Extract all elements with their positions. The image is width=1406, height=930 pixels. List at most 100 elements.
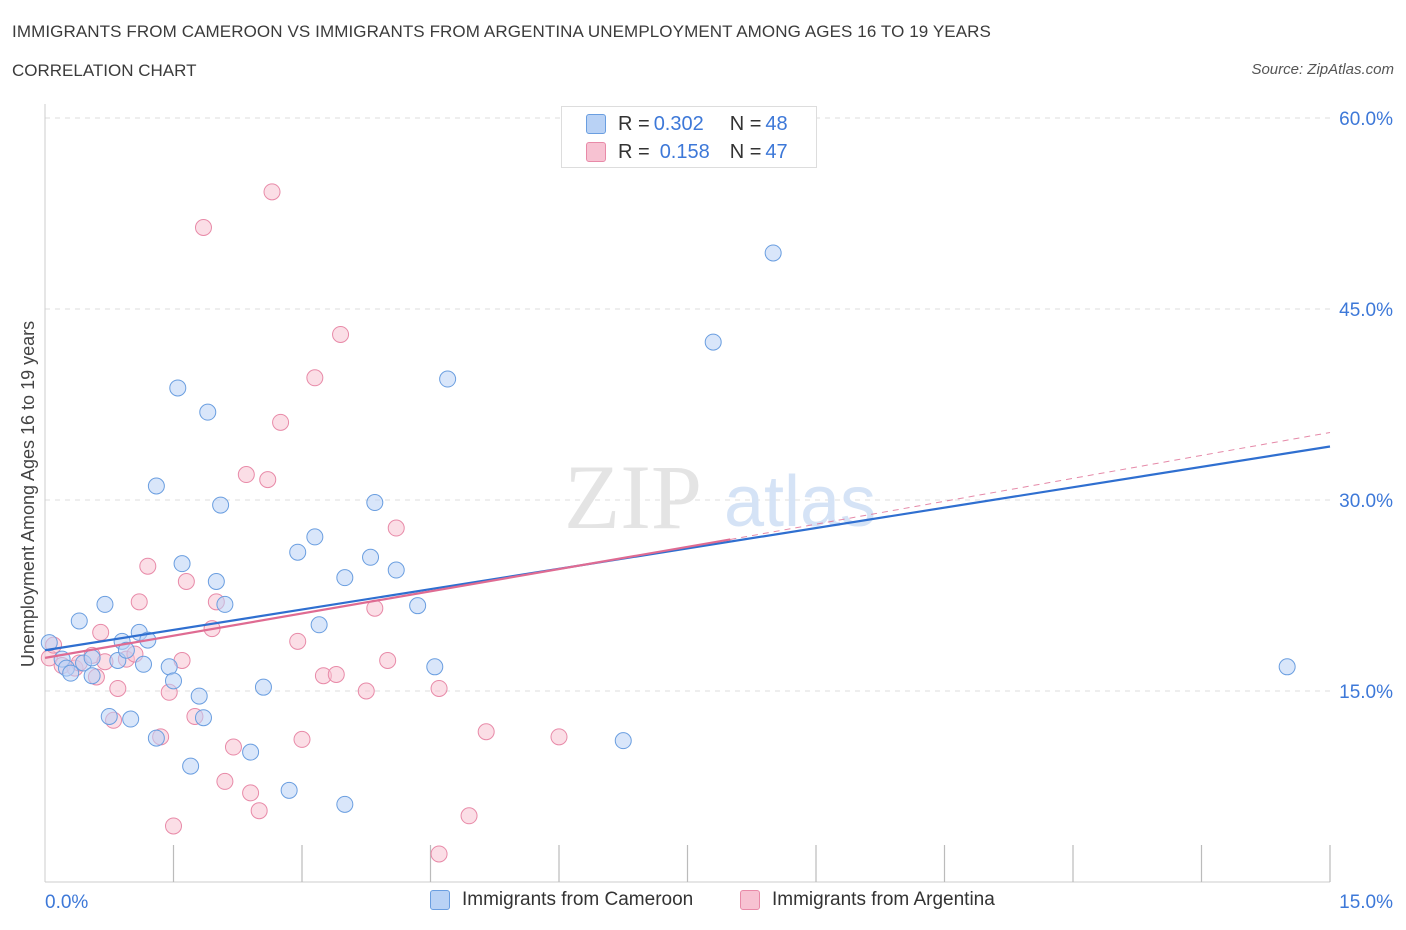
bottom-legend-label-argentina: Immigrants from Argentina bbox=[772, 889, 995, 910]
cameroon-point bbox=[336, 569, 354, 587]
cameroon-point bbox=[62, 664, 80, 682]
watermark-zip: ZIP bbox=[564, 446, 702, 548]
cameroon-point bbox=[362, 548, 380, 566]
bottom-legend-swatch-argentina bbox=[740, 890, 760, 910]
argentina-point bbox=[216, 772, 234, 790]
cameroon-point bbox=[254, 678, 272, 696]
argentina-point bbox=[327, 665, 345, 683]
watermark: ZIP atlas bbox=[564, 446, 876, 548]
argentina-point bbox=[139, 557, 157, 575]
cameroon-point bbox=[439, 370, 457, 388]
argentina-point bbox=[430, 845, 448, 863]
cameroon-point bbox=[83, 649, 101, 667]
cameroon-point bbox=[194, 709, 212, 727]
argentina-point bbox=[109, 679, 127, 697]
cameroon-point bbox=[169, 379, 187, 397]
cameroon-point bbox=[190, 687, 208, 705]
argentina-point bbox=[130, 593, 148, 611]
legend-r-value-argentina: 0.158 bbox=[659, 140, 710, 163]
argentina-trend-line bbox=[44, 538, 731, 659]
cameroon-point bbox=[336, 795, 354, 813]
argentina-point bbox=[460, 807, 478, 825]
cameroon-point bbox=[212, 496, 230, 514]
cameroon-point bbox=[1278, 658, 1296, 676]
cameroon-point bbox=[614, 732, 632, 750]
y-axis-title: Unemployment Among Ages 16 to 19 years bbox=[18, 321, 38, 667]
axis-labels: 15.0% 30.0% 45.0% 60.0% 0.0% 15.0% bbox=[45, 109, 1393, 913]
bottom-legend-argentina: Immigrants from Argentina bbox=[740, 889, 995, 911]
cameroon-point bbox=[165, 672, 182, 690]
x-tick-label: 15.0% bbox=[1339, 892, 1393, 913]
y-tick-label: 45.0% bbox=[1339, 300, 1393, 321]
trend-lines bbox=[44, 432, 1331, 659]
legend-swatch-argentina bbox=[586, 142, 606, 162]
argentina-point bbox=[289, 632, 307, 650]
legend-r-value-cameroon: 0.302 bbox=[653, 112, 704, 135]
argentina-point bbox=[177, 572, 195, 590]
cameroon-point bbox=[216, 595, 234, 613]
legend-r-label: R = bbox=[618, 140, 650, 163]
legend-n-value-argentina: 47 bbox=[765, 140, 788, 163]
cameroon-point bbox=[135, 655, 153, 673]
legend-n-label: N = bbox=[729, 140, 762, 163]
cameroon-point bbox=[306, 528, 324, 546]
cameroon-point bbox=[207, 572, 225, 590]
cameroon-trend-line bbox=[44, 445, 1331, 652]
argentina-points bbox=[40, 183, 568, 863]
cameroon-point bbox=[409, 597, 427, 615]
argentina-point bbox=[293, 730, 311, 748]
argentina-point bbox=[250, 802, 268, 820]
y-tick-label: 15.0% bbox=[1339, 682, 1393, 703]
argentina-point bbox=[430, 679, 448, 697]
cameroon-point bbox=[83, 667, 101, 685]
cameroon-point bbox=[147, 729, 165, 747]
cameroon-point bbox=[310, 616, 328, 634]
argentina-point bbox=[263, 183, 281, 201]
gridlines bbox=[45, 117, 1330, 692]
chart-title: IMMIGRANTS FROM CAMEROON VS IMMIGRANTS F… bbox=[12, 22, 991, 41]
bottom-legend-cameroon: Immigrants from Cameroon bbox=[430, 889, 693, 911]
cameroon-point bbox=[366, 494, 384, 512]
legend-swatch-cameroon bbox=[586, 114, 606, 134]
cameroon-point bbox=[764, 244, 782, 262]
argentina-point bbox=[306, 369, 324, 387]
cameroon-point bbox=[704, 333, 722, 351]
argentina-point bbox=[165, 817, 182, 835]
cameroon-point bbox=[96, 595, 114, 613]
argentina-point bbox=[237, 466, 255, 484]
cameroon-point bbox=[280, 781, 298, 799]
argentina-point bbox=[387, 519, 405, 537]
y-tick-label: 60.0% bbox=[1339, 109, 1393, 130]
argentina-point bbox=[477, 723, 495, 741]
source-label: Source: ZipAtlas.com bbox=[1251, 61, 1394, 78]
argentina-point bbox=[259, 471, 277, 489]
cameroon-point bbox=[242, 743, 260, 761]
cameroon-point bbox=[117, 641, 135, 659]
chart-subtitle: CORRELATION CHART bbox=[12, 61, 197, 80]
cameroon-point bbox=[173, 555, 191, 573]
argentina-point bbox=[242, 784, 260, 802]
cameroon-point bbox=[199, 403, 217, 421]
argentina-point bbox=[92, 623, 110, 641]
argentina-point bbox=[357, 682, 375, 700]
legend-r-label: R = bbox=[618, 112, 650, 135]
argentina-point bbox=[550, 728, 568, 746]
cameroon-point bbox=[70, 612, 88, 630]
cameroon-point bbox=[182, 757, 200, 775]
bottom-legend-label-cameroon: Immigrants from Cameroon bbox=[462, 889, 694, 910]
legend-row-argentina: R = 0.158 N = 47 bbox=[586, 139, 788, 165]
argentina-trend-extension bbox=[730, 432, 1331, 540]
cameroon-point bbox=[387, 561, 405, 579]
legend-n-label: N = bbox=[729, 112, 762, 135]
argentina-point bbox=[224, 738, 242, 756]
legend-row-cameroon: R = 0.302 N = 48 bbox=[586, 111, 788, 137]
argentina-point bbox=[194, 219, 212, 237]
x-tick-label: 0.0% bbox=[45, 892, 88, 913]
cameroon-point bbox=[147, 477, 165, 495]
argentina-point bbox=[379, 651, 397, 669]
axes bbox=[44, 104, 1331, 883]
argentina-point bbox=[272, 413, 290, 431]
y-tick-label: 30.0% bbox=[1339, 491, 1393, 512]
cameroon-point bbox=[426, 658, 444, 676]
